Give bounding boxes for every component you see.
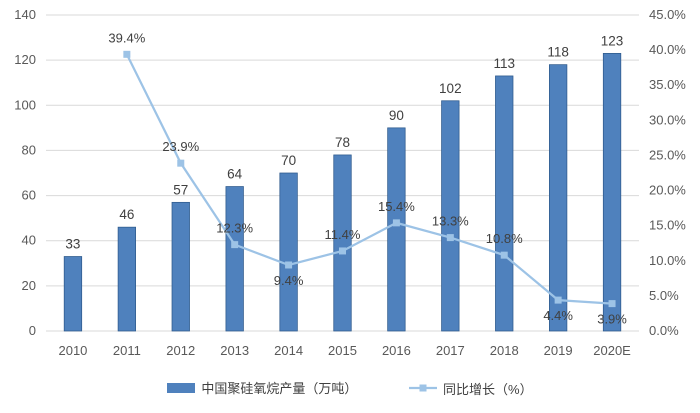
- svg-text:46: 46: [119, 207, 134, 222]
- svg-text:25.0%: 25.0%: [649, 147, 686, 162]
- svg-text:70: 70: [281, 153, 296, 168]
- svg-text:2020E: 2020E: [593, 343, 631, 358]
- svg-text:45.0%: 45.0%: [649, 7, 686, 22]
- svg-text:2010: 2010: [58, 343, 87, 358]
- svg-text:13.3%: 13.3%: [432, 214, 469, 229]
- svg-text:20: 20: [22, 278, 36, 293]
- svg-text:35.0%: 35.0%: [649, 77, 686, 92]
- svg-text:2011: 2011: [113, 343, 141, 358]
- svg-text:10.0%: 10.0%: [649, 253, 686, 268]
- svg-text:2019: 2019: [544, 343, 573, 358]
- svg-text:40: 40: [22, 233, 36, 248]
- svg-text:2016: 2016: [382, 343, 411, 358]
- svg-text:2012: 2012: [166, 343, 195, 358]
- svg-text:2013: 2013: [220, 343, 249, 358]
- svg-text:12.3%: 12.3%: [216, 221, 253, 236]
- svg-text:20.0%: 20.0%: [649, 183, 686, 198]
- svg-text:57: 57: [173, 182, 188, 197]
- svg-text:23.9%: 23.9%: [162, 139, 199, 154]
- svg-text:113: 113: [493, 56, 515, 71]
- svg-text:2014: 2014: [274, 343, 303, 358]
- svg-text:3.9%: 3.9%: [597, 312, 627, 327]
- svg-text:0: 0: [29, 323, 36, 338]
- svg-text:2015: 2015: [328, 343, 357, 358]
- svg-text:123: 123: [601, 33, 624, 48]
- svg-text:140: 140: [14, 7, 36, 22]
- svg-text:102: 102: [439, 81, 462, 96]
- svg-text:15.4%: 15.4%: [378, 199, 415, 214]
- svg-text:39.4%: 39.4%: [108, 30, 145, 45]
- svg-text:90: 90: [389, 108, 404, 123]
- svg-text:5.0%: 5.0%: [649, 288, 679, 303]
- svg-text:120: 120: [14, 52, 36, 67]
- svg-text:33: 33: [65, 237, 80, 252]
- svg-text:0.0%: 0.0%: [649, 323, 679, 338]
- svg-text:118: 118: [547, 45, 569, 60]
- svg-text:60: 60: [22, 188, 36, 203]
- svg-text:11.4%: 11.4%: [325, 227, 361, 242]
- svg-text:15.0%: 15.0%: [649, 218, 686, 233]
- svg-text:80: 80: [22, 142, 36, 157]
- svg-text:2018: 2018: [490, 343, 519, 358]
- svg-text:9.4%: 9.4%: [274, 273, 304, 288]
- svg-text:4.4%: 4.4%: [543, 308, 573, 323]
- svg-text:64: 64: [227, 167, 243, 182]
- svg-text:40.0%: 40.0%: [649, 42, 686, 57]
- svg-text:2017: 2017: [436, 343, 465, 358]
- svg-text:78: 78: [335, 135, 350, 150]
- svg-text:100: 100: [14, 97, 36, 112]
- svg-text:10.8%: 10.8%: [486, 231, 523, 246]
- svg-text:30.0%: 30.0%: [649, 112, 686, 127]
